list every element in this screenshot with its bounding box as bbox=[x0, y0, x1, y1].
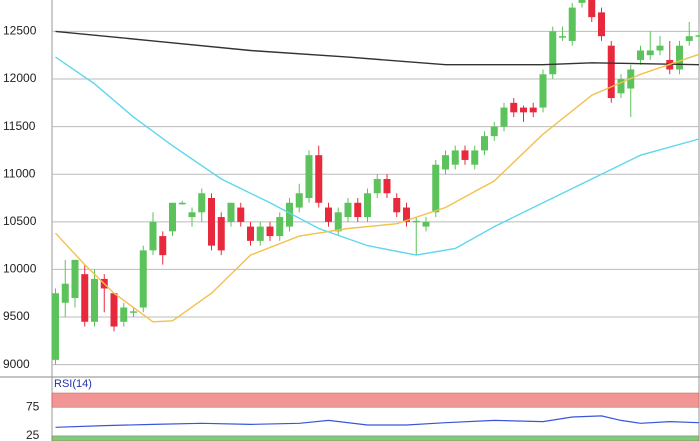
candle-body bbox=[432, 164, 440, 213]
rsi-band bbox=[51, 435, 700, 441]
moving-average-line bbox=[55, 30, 700, 66]
y-tick-label: 11500 bbox=[3, 119, 36, 133]
candle-body bbox=[568, 7, 576, 41]
candle-body bbox=[149, 221, 157, 251]
candle-body bbox=[637, 50, 644, 60]
candle-body bbox=[520, 107, 527, 113]
candle-body bbox=[208, 198, 215, 246]
candle-body bbox=[198, 193, 206, 213]
candle-body bbox=[500, 107, 508, 127]
candle-body bbox=[159, 236, 167, 256]
y-tick-label: 9500 bbox=[3, 309, 30, 323]
candle-body bbox=[412, 220, 420, 223]
candle-body bbox=[451, 150, 459, 165]
candle-body bbox=[617, 79, 625, 94]
candle-body bbox=[188, 212, 196, 218]
candle-body bbox=[71, 259, 79, 298]
candle-body bbox=[510, 102, 518, 113]
candle-body bbox=[139, 250, 147, 308]
candle-body bbox=[120, 307, 128, 322]
candle-body bbox=[695, 35, 700, 37]
rsi-line bbox=[55, 415, 700, 428]
candle-body bbox=[373, 178, 381, 194]
candle-body bbox=[549, 31, 557, 75]
y-tick-label: 75 bbox=[26, 399, 40, 413]
candle-body bbox=[52, 293, 59, 360]
candle-body bbox=[295, 193, 303, 208]
candle-body bbox=[247, 226, 254, 241]
moving-average-line bbox=[55, 56, 700, 256]
candle-body bbox=[61, 283, 69, 303]
candle-body bbox=[461, 150, 469, 160]
candle-body bbox=[559, 36, 566, 38]
candle-body bbox=[217, 217, 225, 251]
y-tick-label: 25 bbox=[26, 428, 40, 441]
y-tick-label: 12500 bbox=[3, 24, 37, 38]
candle-body bbox=[354, 202, 362, 218]
candle-body bbox=[315, 155, 323, 203]
candle-body bbox=[607, 45, 615, 99]
candle-body bbox=[178, 202, 186, 205]
candle-body bbox=[256, 226, 264, 241]
y-tick-label: 10500 bbox=[3, 214, 37, 228]
panel-title: RSI(14) bbox=[54, 378, 92, 390]
candle-body bbox=[481, 136, 488, 151]
candle-body bbox=[286, 202, 293, 227]
moving-average-line bbox=[54, 53, 700, 323]
candle-body bbox=[422, 221, 430, 227]
candle-body bbox=[91, 278, 98, 322]
candle-body bbox=[442, 155, 449, 170]
candle-body bbox=[539, 74, 547, 108]
candle-body bbox=[110, 293, 118, 327]
candle-body bbox=[266, 226, 274, 237]
y-tick-label: 12000 bbox=[3, 71, 37, 85]
candle-body bbox=[169, 202, 176, 232]
candle-body bbox=[529, 107, 537, 113]
candle-body bbox=[646, 50, 654, 56]
candle-body bbox=[588, 0, 596, 18]
candle-body bbox=[383, 178, 391, 194]
candle-body bbox=[578, 0, 586, 3]
candle-body bbox=[364, 193, 371, 218]
candle-body bbox=[227, 202, 235, 222]
candle-body bbox=[471, 150, 479, 165]
candle-body bbox=[334, 212, 342, 232]
candle-body bbox=[403, 207, 410, 222]
candle-body bbox=[393, 198, 401, 213]
candle-body bbox=[81, 274, 89, 322]
candle-body bbox=[305, 155, 313, 199]
candle-body bbox=[685, 36, 693, 41]
y-tick-label: 10000 bbox=[3, 262, 37, 276]
candle-body bbox=[276, 217, 284, 237]
rsi-band bbox=[51, 392, 700, 408]
candle-body bbox=[237, 207, 245, 222]
candle-body bbox=[656, 45, 664, 51]
candle-body bbox=[130, 311, 137, 313]
candle-body bbox=[598, 12, 605, 37]
candle-body bbox=[676, 45, 683, 70]
y-tick-label: 9000 bbox=[3, 357, 30, 371]
candle-body bbox=[344, 202, 352, 218]
candle-body bbox=[325, 207, 332, 222]
candle-body bbox=[490, 126, 498, 137]
y-tick-label: 11000 bbox=[3, 166, 36, 180]
